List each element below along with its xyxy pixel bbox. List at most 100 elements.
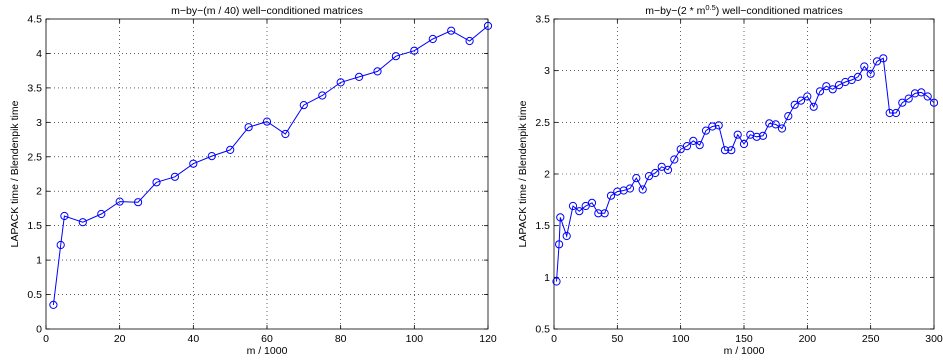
data-point xyxy=(299,101,308,110)
chart-title: m−by−(2 * m0.5) well−conditioned matrice… xyxy=(645,3,842,17)
y-tick-label: 2.5 xyxy=(27,151,42,163)
data-point xyxy=(78,218,87,227)
data-point xyxy=(556,213,565,222)
y-tick-label: 0.5 xyxy=(27,289,42,301)
y-tick-label: 0 xyxy=(36,324,42,336)
y-tick-label: 1.5 xyxy=(27,220,42,232)
data-point xyxy=(97,209,106,219)
data-point xyxy=(465,36,474,46)
x-tick-label: 120 xyxy=(479,333,497,345)
x-axis-label: m / 1000 xyxy=(247,345,288,357)
data-point xyxy=(134,198,143,207)
data-point xyxy=(860,62,869,71)
data-point xyxy=(244,123,253,132)
data-point xyxy=(708,122,717,131)
data-point xyxy=(917,88,926,97)
x-tick-label: 0 xyxy=(551,333,557,345)
data-point xyxy=(904,94,913,103)
y-tick-label: 3.5 xyxy=(535,14,550,26)
data-point xyxy=(189,159,198,168)
data-point xyxy=(689,136,698,145)
data-point xyxy=(428,34,437,44)
y-tick-label: 2 xyxy=(36,186,42,198)
y-tick-label: 2.5 xyxy=(535,117,550,129)
data-point xyxy=(796,96,806,105)
x-tick-label: 60 xyxy=(261,333,273,345)
x-tick-label: 0 xyxy=(43,333,49,345)
x-tick-label: 300 xyxy=(925,333,943,345)
data-point xyxy=(56,240,65,250)
data-point xyxy=(885,108,894,118)
data-point xyxy=(803,92,812,101)
data-point xyxy=(373,67,382,76)
data-point xyxy=(727,146,736,155)
data-point xyxy=(866,69,875,78)
series-line xyxy=(52,25,489,305)
x-tick-label: 100 xyxy=(672,333,690,345)
x-tick-label: 250 xyxy=(862,333,880,345)
data-point xyxy=(391,52,400,61)
data-point xyxy=(872,57,882,66)
data-point xyxy=(594,209,603,218)
data-point xyxy=(262,117,272,126)
y-tick-label: 0.5 xyxy=(535,324,550,336)
data-point xyxy=(483,21,493,30)
data-point xyxy=(600,209,609,218)
data-point xyxy=(891,108,901,118)
data-point xyxy=(879,54,888,63)
x-axis-label: m / 1000 xyxy=(724,345,765,357)
data-point xyxy=(910,89,920,98)
data-point xyxy=(581,201,590,211)
y-tick-label: 3 xyxy=(36,117,42,129)
y-tick-label: 3 xyxy=(544,65,550,77)
data-point xyxy=(226,145,235,154)
data-point xyxy=(60,211,69,221)
data-point xyxy=(923,92,932,101)
series-line xyxy=(556,57,935,282)
data-point xyxy=(318,91,327,100)
data-point xyxy=(281,129,290,139)
data-point xyxy=(828,85,837,94)
y-tick-label: 1 xyxy=(544,272,550,284)
data-point xyxy=(625,184,635,193)
data-point xyxy=(822,82,831,91)
x-tick-label: 50 xyxy=(611,333,623,345)
data-point xyxy=(714,121,723,130)
data-point xyxy=(152,178,161,187)
data-point xyxy=(207,152,216,161)
data-point xyxy=(170,172,179,181)
y-tick-label: 4 xyxy=(36,48,42,60)
y-tick-label: 4.5 xyxy=(27,14,42,26)
data-point xyxy=(562,231,571,241)
data-point xyxy=(632,174,641,183)
data-point xyxy=(784,112,793,121)
x-tick-label: 150 xyxy=(735,333,753,345)
data-point xyxy=(568,201,578,211)
data-point xyxy=(651,168,660,178)
data-point xyxy=(815,87,825,96)
chart-2: 0 50 100 150 200 250 300 0.5 1 1.5 2 2.5 3 3.5 m−by−(2… xyxy=(517,3,943,357)
x-tick-label: 40 xyxy=(187,333,199,345)
data-point xyxy=(720,146,730,155)
x-tick-label: 20 xyxy=(114,333,126,345)
data-point xyxy=(663,165,673,174)
data-point xyxy=(898,98,907,107)
data-point xyxy=(758,131,768,140)
data-point xyxy=(410,46,419,55)
x-tick-label: 200 xyxy=(799,333,817,345)
data-point xyxy=(657,162,666,171)
data-point xyxy=(575,207,584,216)
data-point xyxy=(49,300,58,309)
chart-1: 0 20 40 60 80 100 120 0 0.5 1 1.5 2 2.5 3 3.5 4 4.5 m−by−… xyxy=(9,5,497,357)
y-tick-label: 1 xyxy=(36,255,42,267)
data-point xyxy=(701,126,711,135)
data-point xyxy=(676,145,685,154)
x-tick-label: 100 xyxy=(406,333,424,345)
data-point xyxy=(355,72,364,82)
data-point xyxy=(777,124,787,133)
data-point xyxy=(853,72,863,82)
x-tick-label: 80 xyxy=(335,333,347,345)
y-axis-label: LAPACK time / Blendenpik time xyxy=(517,100,529,247)
data-point xyxy=(752,132,761,141)
